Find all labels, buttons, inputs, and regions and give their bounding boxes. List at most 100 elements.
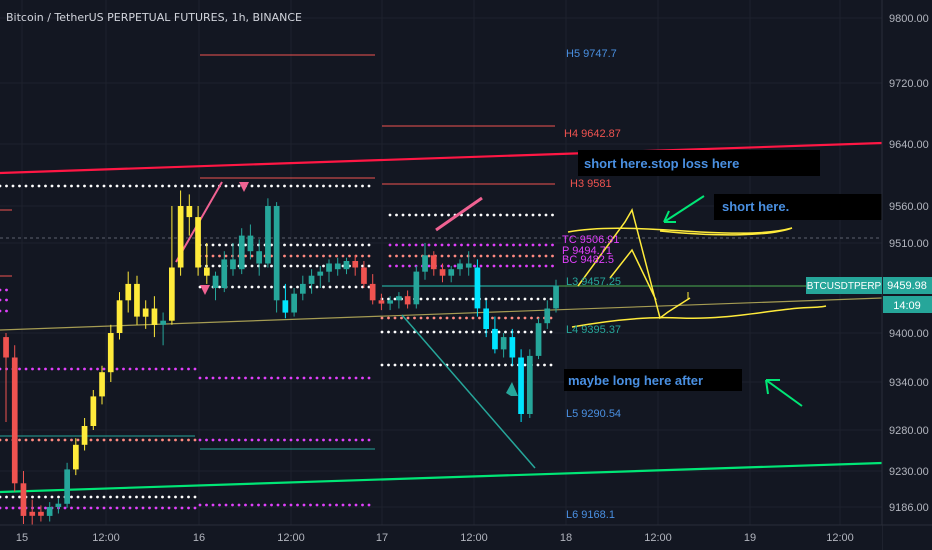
- pivot-d2-l3-dot: [328, 285, 332, 289]
- note-short-stop[interactable]: short here.stop loss here: [578, 150, 820, 176]
- pivot-d1-magenta-1: [0, 288, 8, 292]
- note-maybe-long[interactable]: maybe long here after: [564, 369, 742, 391]
- yellow-scribble-bottom[interactable]: [571, 305, 827, 328]
- pivot-d2-l3-dot: [231, 285, 234, 289]
- candle-42: [369, 274, 376, 305]
- red-down-triangle-1: [239, 182, 249, 192]
- pivot-d3-pink-dot: [380, 316, 384, 320]
- pivot-d3-h3-dot: [531, 213, 535, 217]
- pivot-d3-tc-dot: [421, 243, 424, 247]
- pivot-d2-l5-dot: [335, 376, 338, 380]
- candle-12: [107, 324, 114, 382]
- pivot-d2-h3-dot: [257, 184, 260, 188]
- candle-7: [64, 462, 70, 508]
- pivot-d3-h3-dot: [499, 213, 502, 217]
- pivot-d2-l5-dot: [296, 376, 299, 380]
- pivot-d3-l3-dot: [484, 297, 488, 301]
- pivot-d3-h3-dot: [551, 213, 554, 217]
- pivot-d2-l5-dot: [341, 376, 345, 380]
- pivot-d3-pink-dot: [439, 316, 442, 320]
- red-resistance-line[interactable]: [0, 141, 883, 175]
- time-axis-bg[interactable]: [0, 525, 882, 550]
- pivot-d3-p-dot: [447, 254, 450, 258]
- candle-body-29: [256, 251, 262, 264]
- candle-58: [509, 328, 516, 366]
- pivot-d2-tc-dot: [328, 243, 332, 247]
- green-support-line[interactable]: [0, 461, 883, 494]
- candle-13: [116, 292, 123, 340]
- pivot-d1-l5-dot: [180, 367, 184, 371]
- pivot-label-l5: L5 9290.54: [566, 408, 621, 420]
- pivot-d3-tc-dot: [473, 243, 476, 247]
- pivot-d1-l8-dot: [128, 506, 132, 510]
- pivot-d1-l7-dot: [135, 495, 138, 499]
- pivot-d3-l5-dot: [380, 363, 384, 367]
- pivot-d1-h3b-dot: [135, 184, 138, 188]
- pivot-d3-l3-dot: [491, 297, 494, 301]
- pivot-d3-pink-dot: [491, 316, 494, 320]
- pivot-d2-bc-dot: [302, 264, 306, 268]
- olive-trend-line[interactable]: [0, 297, 883, 331]
- pivot-d3-pink-dot: [426, 316, 429, 320]
- pivot-d1-h3b-dot: [174, 184, 177, 188]
- candle-body-31: [273, 206, 280, 301]
- pivot-label-h4: H4 9642.87: [564, 128, 621, 140]
- pivot-d2-p-dot: [302, 254, 306, 258]
- pivot-d1-magenta-1-dot: [0, 288, 2, 292]
- pivot-d3-p-dot: [544, 254, 548, 258]
- pivot-d1-h3b-dot: [57, 184, 60, 188]
- pivot-d3-l5-dot: [523, 363, 527, 367]
- yellow-scribble-zigzag[interactable]: [577, 208, 691, 320]
- pivot-d2-tc-dot: [302, 243, 306, 247]
- pivot-d2-l5: [198, 376, 371, 380]
- pivot-d2-l5-dot: [328, 376, 332, 380]
- pivot-d3-l4-dot: [393, 330, 397, 334]
- candle-body-56: [492, 328, 498, 350]
- candle-51: [448, 265, 455, 283]
- pivot-d3-pink-dot: [393, 316, 397, 320]
- pivot-d2-tc-dot: [296, 243, 299, 247]
- candle-body-63: [553, 285, 559, 309]
- pivot-d1-l7-dot: [115, 495, 119, 499]
- pivot-d1-l8-dot: [148, 506, 151, 510]
- pivot-d2-l3-dot: [250, 285, 254, 289]
- candle-60: [527, 349, 533, 418]
- price-axis-bg[interactable]: [882, 0, 932, 525]
- time-tick-1: 12:00: [92, 532, 120, 544]
- pivot-d1-l8-dot: [122, 506, 125, 510]
- pivot-d2-p-dot: [296, 254, 299, 258]
- pivot-d2-p-dot: [283, 254, 286, 258]
- pivot-d2-l3-dot: [322, 285, 325, 289]
- candle-body-0: [3, 337, 9, 358]
- pivot-d3-l4-dot: [465, 330, 468, 334]
- green-arrow-1[interactable]: [663, 195, 705, 223]
- pivot-d2-tc-dot: [367, 243, 371, 247]
- current-price-bg: [883, 277, 932, 294]
- pivot-d3-tc-dot: [492, 243, 496, 247]
- pivot-d2-tc-dot: [211, 243, 215, 247]
- hand-drawings: [200, 182, 827, 407]
- pivot-d3-l3-dot: [536, 297, 540, 301]
- pivot-d2-h3-dot: [315, 184, 319, 188]
- pivot-d2-l5b-dot: [224, 438, 228, 442]
- pivot-d2-h3-dot: [231, 184, 234, 188]
- pivot-d3-pink-dot: [413, 316, 416, 320]
- red-diagonal-line-2[interactable]: [435, 196, 483, 232]
- pivot-d2-l3-dot: [348, 285, 351, 289]
- pivot-d1-l5-dot: [167, 367, 171, 371]
- pivot-d1-l6b-dot: [18, 438, 21, 442]
- note-short-here[interactable]: short here.: [714, 194, 882, 220]
- pivot-d3-tc-dot: [512, 243, 515, 247]
- pivot-d3-l3-dot: [432, 297, 436, 301]
- pivot-d1-l6b-dot: [5, 438, 8, 442]
- green-diagonal-line[interactable]: [401, 314, 536, 469]
- green-arrow-2[interactable]: [765, 379, 803, 407]
- pivot-d2-l5b-dot: [270, 438, 273, 442]
- pivot-d1-h3b-dot: [31, 184, 34, 188]
- pivot-d3-h3-dot: [401, 213, 405, 217]
- pivot-d2-l3-dot: [341, 285, 345, 289]
- pivot-d1-h3b-dot: [167, 184, 171, 188]
- pivot-d3-l3-dot: [426, 297, 429, 301]
- pivot-d1-l6b-dot: [128, 438, 132, 442]
